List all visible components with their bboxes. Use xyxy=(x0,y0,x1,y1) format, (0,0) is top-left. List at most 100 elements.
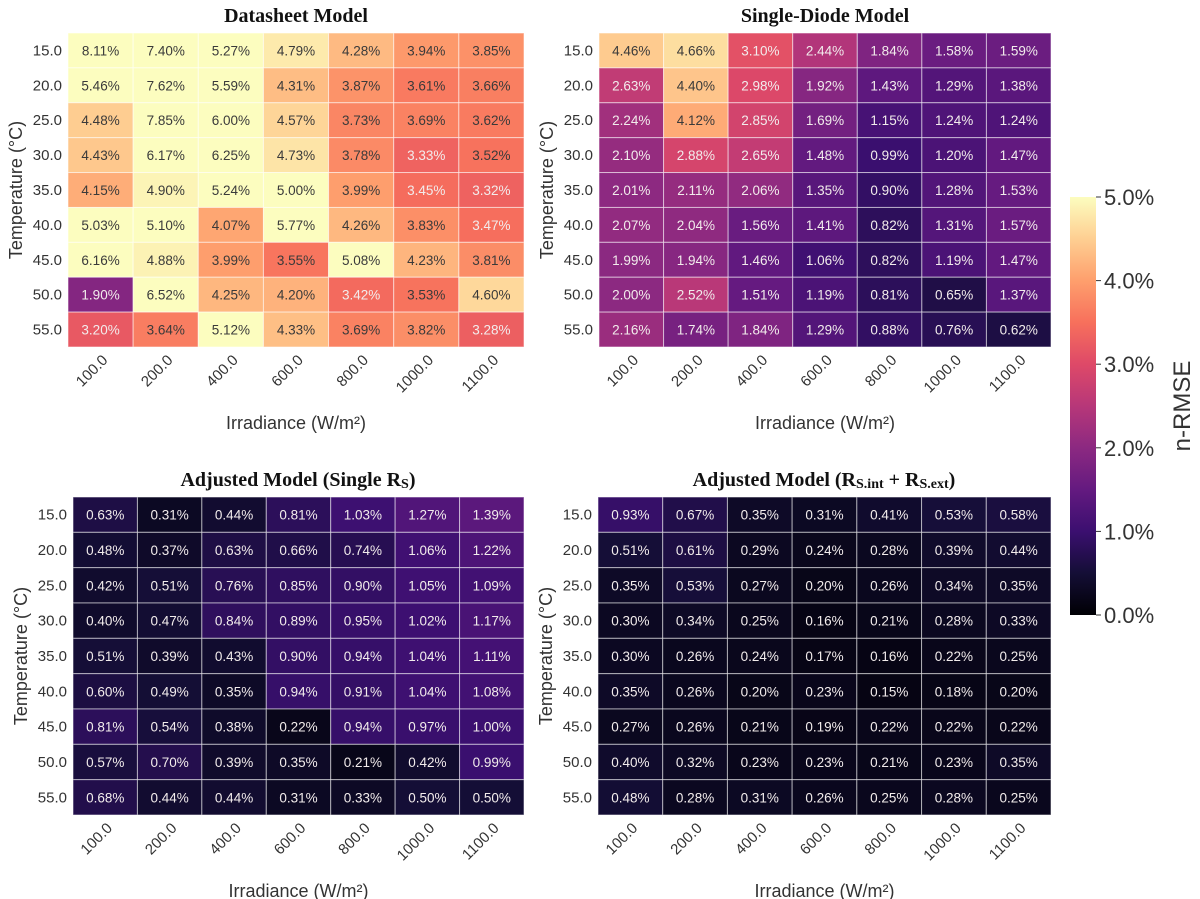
x-tick-label: 1100.0 xyxy=(986,820,1030,864)
heatmap-cell xyxy=(985,32,1052,69)
heatmap-cell xyxy=(394,496,461,533)
cell-label: 0.51% xyxy=(151,578,189,593)
cell-label: 0.28% xyxy=(870,543,908,558)
cell-label: 0.51% xyxy=(611,543,649,558)
cell-label: 0.31% xyxy=(805,508,843,523)
cell-label: 0.35% xyxy=(741,508,779,523)
y-tick-label: 30.0 xyxy=(38,613,67,630)
colorbar-tick-label: 5.0% xyxy=(1104,185,1154,210)
heatmap-cell xyxy=(459,779,525,816)
heatmap-cell xyxy=(921,276,987,313)
cell-label: 1.47% xyxy=(1000,148,1038,163)
cell-label: 3.94% xyxy=(407,43,445,58)
heatmap-cell xyxy=(727,311,794,348)
heatmap-cell xyxy=(458,276,525,313)
y-tick-label: 25.0 xyxy=(33,112,62,129)
cell-label: 0.39% xyxy=(215,755,253,770)
cell-label: 0.30% xyxy=(611,614,649,629)
cell-label: 3.55% xyxy=(277,253,315,268)
heatmap-cell xyxy=(856,567,923,604)
y-tick-label: 20.0 xyxy=(563,542,592,559)
heatmap-cell xyxy=(197,241,264,278)
y-tick-label: 35.0 xyxy=(563,648,592,665)
cell-label: 1.31% xyxy=(935,218,973,233)
y-axis-label: Temperature (°C) xyxy=(537,121,557,259)
cell-label: 0.29% xyxy=(741,543,779,558)
cell-label: 3.20% xyxy=(81,323,119,338)
x-tick-label: 600.0 xyxy=(268,352,307,391)
cell-label: 3.45% xyxy=(407,183,445,198)
cell-label: 4.40% xyxy=(677,78,715,93)
cell-label: 2.52% xyxy=(677,288,715,303)
cell-label: 7.85% xyxy=(147,113,185,128)
heatmap-cell xyxy=(132,137,199,174)
cell-label: 1.17% xyxy=(473,614,511,629)
cell-label: 0.20% xyxy=(805,578,843,593)
cell-label: 0.39% xyxy=(151,649,189,664)
cell-label: 0.28% xyxy=(935,614,973,629)
cell-label: 1.22% xyxy=(473,543,511,558)
cell-label: 3.33% xyxy=(407,148,445,163)
x-tick-label: 400.0 xyxy=(733,352,772,391)
cell-label: 3.82% xyxy=(407,323,445,338)
x-tick-label: 200.0 xyxy=(668,352,707,391)
cell-label: 0.43% xyxy=(215,649,253,664)
heatmap-cell xyxy=(856,32,923,69)
heatmap-cell xyxy=(985,743,1052,781)
heatmap-cell xyxy=(262,276,330,313)
cell-label: 0.82% xyxy=(870,218,908,233)
x-axis-label: Irradiance (W/m²) xyxy=(755,413,895,433)
heatmap-cell xyxy=(985,102,1052,139)
x-tick-label: 800.0 xyxy=(861,820,900,859)
cell-label: 4.46% xyxy=(612,43,650,58)
heatmap-cell xyxy=(393,137,460,174)
cell-label: 1.27% xyxy=(408,508,446,523)
x-tick-label: 1000.0 xyxy=(921,352,965,396)
cell-label: 0.95% xyxy=(344,614,382,629)
cell-label: 2.16% xyxy=(612,323,650,338)
cell-label: 3.61% xyxy=(407,78,445,93)
heatmap-cell xyxy=(985,779,1052,816)
cell-label: 3.42% xyxy=(342,288,380,303)
cell-label: 2.65% xyxy=(741,148,779,163)
cell-label: 0.26% xyxy=(676,649,714,664)
cell-label: 0.33% xyxy=(1000,614,1038,629)
cell-label: 2.00% xyxy=(612,288,650,303)
heatmap-cell xyxy=(328,67,395,104)
cell-label: 0.42% xyxy=(86,578,124,593)
cell-label: 0.32% xyxy=(676,755,714,770)
cell-label: 1.92% xyxy=(806,78,844,93)
cell-label: 3.28% xyxy=(472,323,510,338)
heatmap-cell xyxy=(921,67,987,104)
cell-label: 0.22% xyxy=(1000,720,1038,735)
cell-label: 0.51% xyxy=(86,649,124,664)
cell-label: 0.23% xyxy=(741,755,779,770)
cell-label: 1.39% xyxy=(473,508,511,523)
cell-label: 6.17% xyxy=(147,148,185,163)
cell-label: 0.48% xyxy=(611,790,649,805)
y-tick-label: 50.0 xyxy=(38,754,67,771)
y-tick-label: 25.0 xyxy=(564,112,593,129)
heatmap-cell xyxy=(459,743,525,781)
heatmap-cell xyxy=(136,602,203,639)
cell-label: 1.90% xyxy=(81,288,119,303)
cell-label: 0.31% xyxy=(279,790,317,805)
cell-label: 1.08% xyxy=(473,684,511,699)
cell-label: 0.24% xyxy=(805,543,843,558)
heatmap-cell xyxy=(67,67,134,104)
heatmap-cell xyxy=(662,637,728,675)
y-tick-label: 35.0 xyxy=(564,182,593,199)
cell-label: 0.58% xyxy=(1000,508,1038,523)
heatmap-cell xyxy=(792,102,858,139)
heatmap-cell xyxy=(136,496,203,533)
heatmap-cell xyxy=(459,567,525,604)
y-axis-label: Temperature (°C) xyxy=(11,587,31,725)
cell-label: 0.94% xyxy=(344,720,382,735)
heatmap-cell xyxy=(197,172,264,208)
heatmap-cell xyxy=(663,241,729,278)
y-tick-label: 50.0 xyxy=(564,287,593,304)
heatmap-cell xyxy=(856,172,923,208)
heatmap-cell xyxy=(394,567,461,604)
cell-label: 1.35% xyxy=(806,183,844,198)
x-axis-label: Irradiance (W/m²) xyxy=(226,413,366,433)
